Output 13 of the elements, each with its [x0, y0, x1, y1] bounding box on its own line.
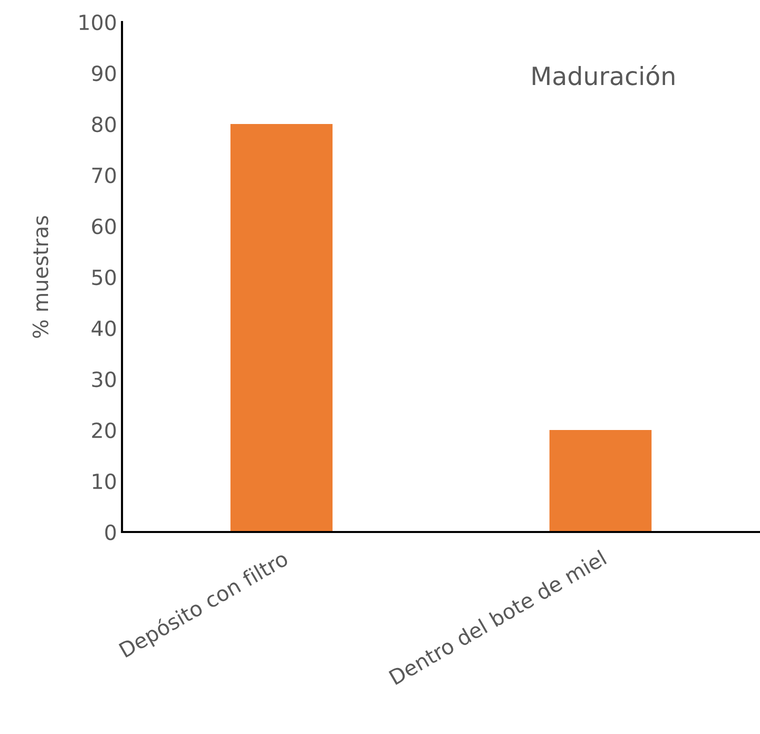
y-tick-label: 20 — [92, 422, 116, 438]
y-tick-label: 100 — [80, 14, 116, 30]
y-tick-label: 40 — [92, 320, 116, 336]
y-tick-label: 90 — [92, 65, 116, 82]
text: Maduración — [532, 65, 674, 86]
y-tick-label: 80 — [92, 116, 116, 132]
y-tick-label: 70 — [92, 167, 116, 184]
y-tick-label: 30 — [92, 371, 116, 388]
y-tick-label: 50 — [92, 269, 116, 286]
y-axis-title: % muestras — [32, 216, 48, 338]
y-tick-label: 60 — [92, 218, 116, 234]
y-tick-label: 10 — [92, 473, 116, 490]
y-tick-label: 0 — [105, 524, 116, 540]
